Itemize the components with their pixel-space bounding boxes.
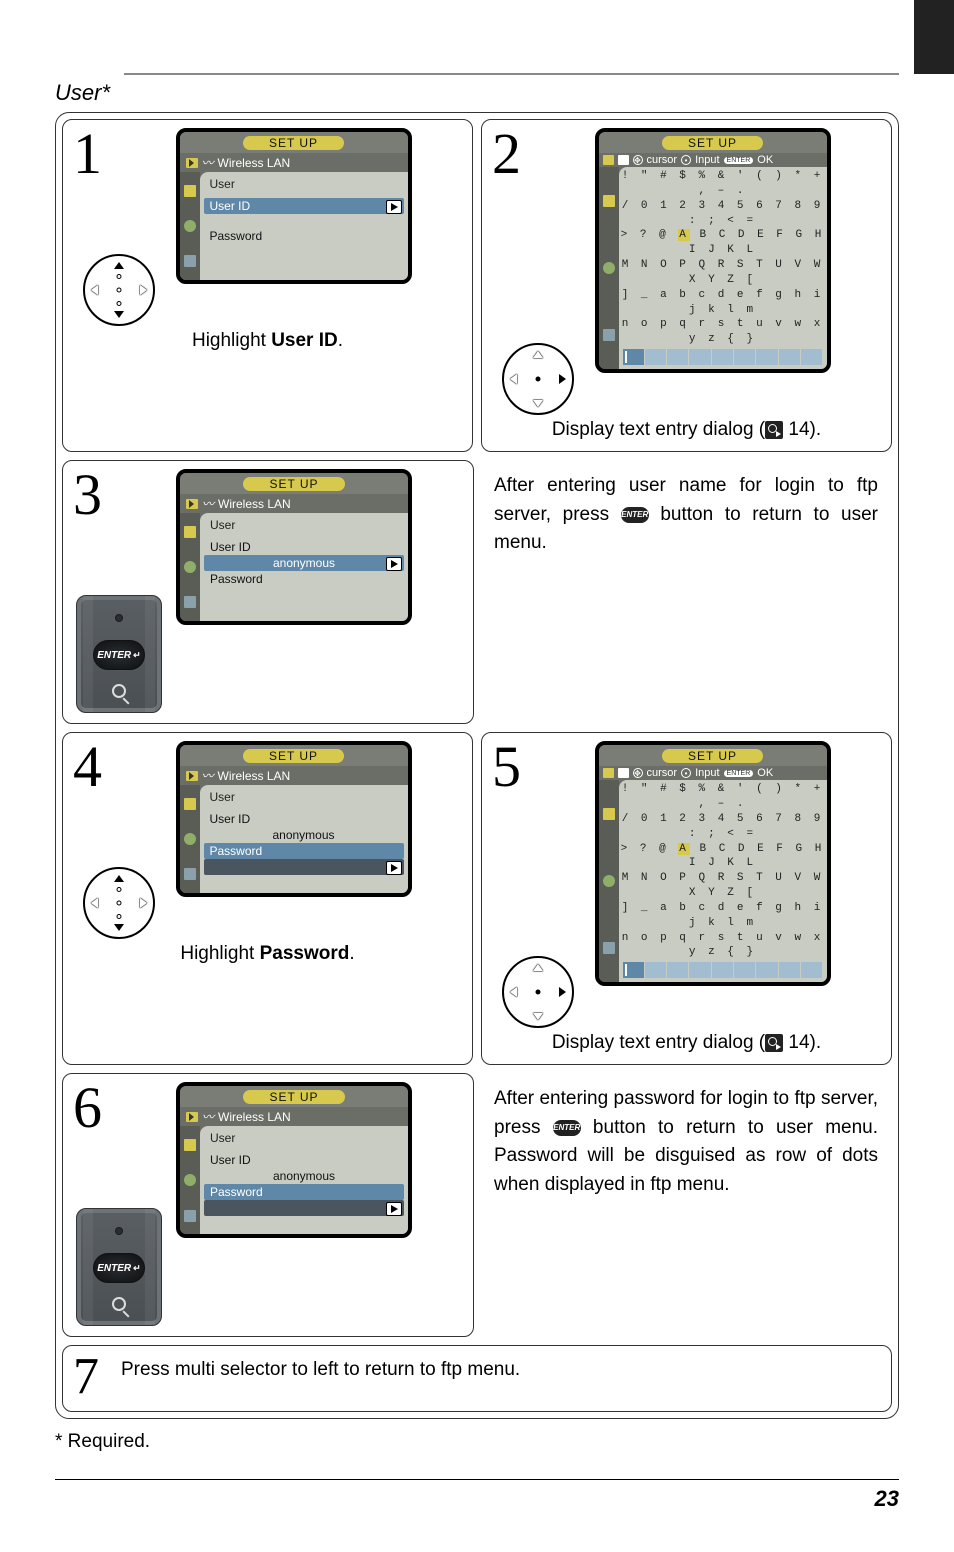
multi-selector-dpad[interactable] bbox=[502, 343, 574, 415]
menu-item-user-id[interactable]: User ID bbox=[204, 539, 404, 555]
step-7-text: Press multi selector to left to return t… bbox=[119, 1354, 524, 1385]
enter-icon: ENTER bbox=[553, 1120, 581, 1136]
menu-value-user-id[interactable]: anonymous bbox=[204, 555, 404, 571]
menu-heading-user: User bbox=[204, 1130, 404, 1146]
steps-container: 1 SET UP 〰Wireless LAN User User ID bbox=[55, 112, 899, 1419]
menu-value-user-id: anonymous bbox=[204, 1168, 404, 1184]
lcd-breadcrumb: 〰Wireless LAN bbox=[180, 1107, 408, 1126]
step-caption: Highlight User ID. bbox=[73, 330, 462, 352]
page-reference-icon bbox=[765, 421, 783, 439]
step-6-description: After entering password for login to ftp… bbox=[482, 1073, 892, 1337]
multi-selector-dpad[interactable] bbox=[83, 254, 155, 326]
menu-item-user-id[interactable]: User ID bbox=[204, 811, 404, 827]
chevron-right-icon bbox=[386, 1202, 402, 1216]
menu-value-user-id: anonymous bbox=[204, 827, 404, 843]
title-rule bbox=[124, 73, 899, 75]
lcd-screen-text-entry: SET UP ✥cursor •Input ENTEROK ! " # $ % … bbox=[595, 741, 831, 986]
step-2: 2 SET UP ✥cursor •Input ENTEROK ! " bbox=[481, 119, 892, 452]
lcd-breadcrumb: 〰Wireless LAN bbox=[180, 494, 408, 513]
chevron-right-icon bbox=[386, 557, 402, 571]
lcd-breadcrumb: 〰Wireless LAN bbox=[180, 766, 408, 785]
step-4: 4 SET UP 〰Wireless LAN User User ID anon… bbox=[62, 732, 473, 1065]
step-5: 5 SET UP ✥cursor •Input ENTEROK ! " bbox=[481, 732, 892, 1065]
step-number: 5 bbox=[492, 741, 538, 793]
enter-button[interactable]: ENTER bbox=[93, 640, 145, 670]
step-number: 1 bbox=[73, 128, 119, 180]
enter-button[interactable]: ENTER bbox=[93, 1253, 145, 1283]
step-caption: Display text entry dialog ( 14). bbox=[492, 1032, 881, 1054]
step-3-description: After entering user name for login to ft… bbox=[482, 460, 892, 724]
menu-value-password[interactable] bbox=[204, 859, 404, 875]
step-1: 1 SET UP 〰Wireless LAN User User ID bbox=[62, 119, 473, 452]
chevron-right-icon bbox=[386, 200, 402, 214]
character-grid[interactable]: ! " # $ % & ' ( ) * + , – . / 0 1 2 3 4 … bbox=[619, 167, 827, 347]
step-3: 3 SET UP 〰Wireless LAN User User ID anon… bbox=[62, 460, 474, 724]
lcd-title: SET UP bbox=[243, 749, 344, 763]
lcd-screen-user-menu: SET UP 〰Wireless LAN User User ID anonym… bbox=[176, 1082, 412, 1238]
lcd-side-rail bbox=[599, 167, 619, 369]
lcd-title: SET UP bbox=[243, 136, 344, 150]
menu-item-password[interactable]: Password bbox=[204, 571, 404, 587]
step-number: 4 bbox=[73, 741, 119, 793]
multi-selector-dpad[interactable] bbox=[502, 956, 574, 1028]
step-number: 3 bbox=[73, 469, 119, 521]
magnifier-icon bbox=[112, 684, 126, 698]
lcd-side-rail bbox=[599, 780, 619, 982]
lcd-title: SET UP bbox=[662, 136, 763, 150]
menu-heading-user: User bbox=[204, 789, 404, 805]
camera-back-enter: ENTER bbox=[76, 1208, 162, 1326]
step-caption: Highlight Password. bbox=[73, 943, 462, 965]
character-grid[interactable]: ! " # $ % & ' ( ) * + , – . / 0 1 2 3 4 … bbox=[619, 780, 827, 960]
lcd-title: SET UP bbox=[243, 1090, 344, 1104]
page-reference-icon bbox=[765, 1034, 783, 1052]
page-edge-tab bbox=[914, 0, 954, 74]
footnote: * Required. bbox=[55, 1431, 899, 1453]
enter-icon: ENTER bbox=[621, 507, 649, 523]
menu-item-user-id[interactable]: User ID bbox=[204, 1152, 404, 1168]
step-7: 7 Press multi selector to left to return… bbox=[62, 1345, 892, 1412]
section-title: User* bbox=[55, 80, 110, 106]
lcd-hint-bar: ✥cursor •Input ENTEROK bbox=[599, 766, 827, 780]
step-number: 7 bbox=[73, 1354, 119, 1401]
lcd-breadcrumb: 〰Wireless LAN bbox=[180, 153, 408, 172]
menu-heading-user: User bbox=[204, 176, 404, 192]
magnifier-icon bbox=[112, 1297, 126, 1311]
multi-selector-dpad[interactable] bbox=[83, 867, 155, 939]
menu-item-password[interactable]: Password bbox=[204, 1184, 404, 1200]
lcd-title: SET UP bbox=[662, 749, 763, 763]
step-number: 2 bbox=[492, 128, 538, 180]
lcd-title: SET UP bbox=[243, 477, 344, 491]
lcd-hint-bar: ✥cursor •Input ENTEROK bbox=[599, 153, 827, 167]
step-number: 6 bbox=[73, 1082, 119, 1134]
menu-heading-user: User bbox=[204, 517, 404, 533]
camera-back-enter: ENTER bbox=[76, 595, 162, 713]
menu-item-password[interactable]: Password bbox=[204, 843, 404, 859]
menu-item-user-id[interactable]: User ID bbox=[204, 198, 404, 214]
lcd-screen-user-menu: SET UP 〰Wireless LAN User User ID anonym… bbox=[176, 741, 412, 897]
menu-value-password[interactable] bbox=[204, 1200, 404, 1216]
menu-item-password[interactable]: Password bbox=[204, 228, 404, 244]
page-number: 23 bbox=[55, 1479, 899, 1512]
step-caption: Display text entry dialog ( 14). bbox=[492, 419, 881, 441]
step-6: 6 SET UP 〰Wireless LAN User User ID anon… bbox=[62, 1073, 474, 1337]
lcd-screen-text-entry: SET UP ✥cursor •Input ENTEROK ! " # $ % … bbox=[595, 128, 831, 373]
chevron-right-icon bbox=[386, 861, 402, 875]
